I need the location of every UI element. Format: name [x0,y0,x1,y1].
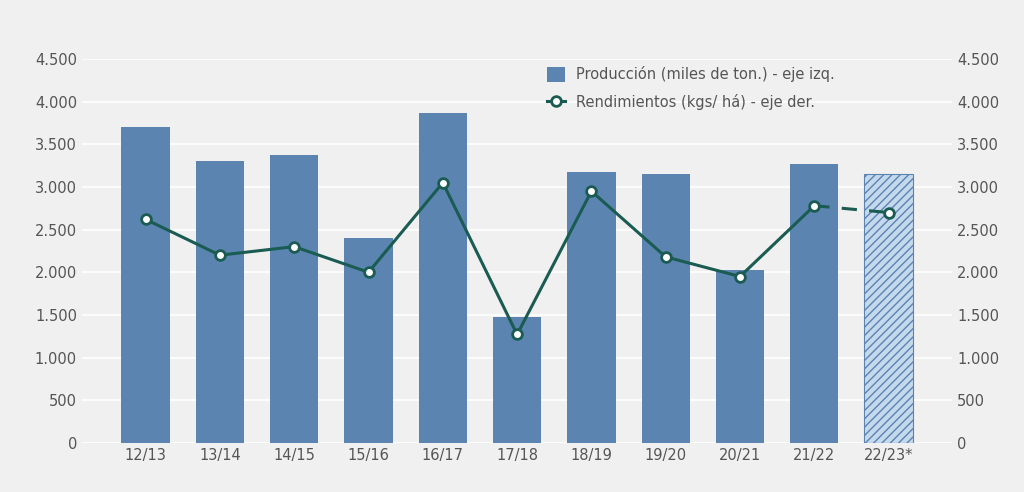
Bar [270,155,318,443]
Bar [791,164,839,443]
Bar [567,172,615,443]
Bar [716,270,764,443]
Bar [122,127,170,443]
Bar [493,316,542,443]
Bar [642,174,690,443]
Bar [864,174,912,443]
Bar [196,161,244,443]
Bar [419,113,467,443]
Bar [344,238,392,443]
Legend: Producción (miles de ton.) - eje izq., Rendimientos (kgs/ há) - eje der.: Producción (miles de ton.) - eje izq., R… [547,66,836,110]
